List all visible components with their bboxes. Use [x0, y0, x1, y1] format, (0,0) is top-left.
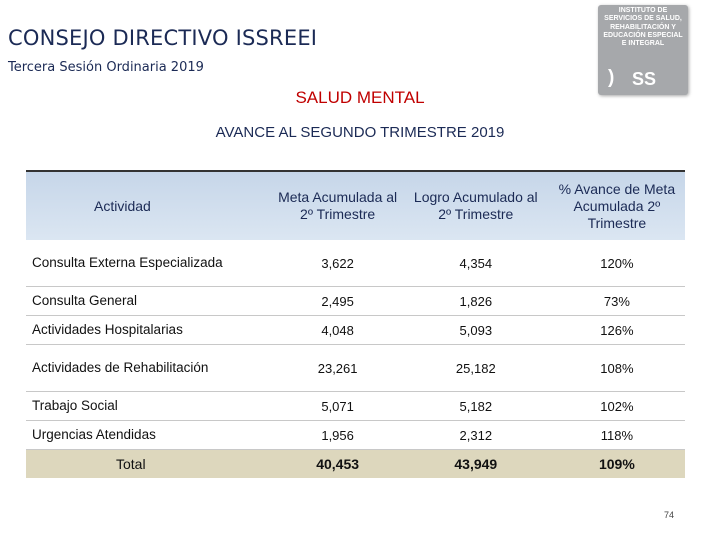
table-row: Consulta General 2,495 1,826 73% — [26, 286, 685, 316]
total-meta: 40,453 — [272, 449, 403, 478]
row-activity: Actividades de Rehabilitación — [26, 344, 273, 392]
table-row: Urgencias Atendidas 1,956 2,312 118% — [26, 420, 685, 450]
section-title: SALUD MENTAL — [0, 88, 720, 108]
header-meta: Meta Acumulada al 2º Trimestre — [272, 170, 403, 240]
total-avance: 109% — [548, 449, 685, 478]
row-avance: 120% — [548, 240, 685, 287]
row-meta: 4,048 — [272, 315, 403, 345]
row-meta: 3,622 — [272, 240, 403, 287]
page-subtitle: Tercera Sesión Ordinaria 2019 — [8, 60, 204, 75]
total-logro: 43,949 — [402, 449, 549, 478]
row-logro: 1,826 — [402, 286, 549, 316]
row-logro: 4,354 — [402, 240, 549, 287]
row-meta: 2,495 — [272, 286, 403, 316]
logo-text: INSTITUTO DE SERVICIOS DE SALUD, REHABIL… — [603, 7, 683, 48]
table-row: Actividades Hospitalarias 4,048 5,093 12… — [26, 315, 685, 345]
row-logro: 5,182 — [402, 391, 549, 421]
header-logro: Logro Acumulado al 2º Trimestre — [402, 170, 549, 240]
table-row: Actividades de Rehabilitación 23,261 25,… — [26, 344, 685, 392]
row-activity: Trabajo Social — [26, 391, 273, 421]
row-meta: 23,261 — [272, 344, 403, 392]
row-logro: 2,312 — [402, 420, 549, 450]
row-avance: 118% — [548, 420, 685, 450]
row-activity: Urgencias Atendidas — [26, 420, 273, 450]
institute-logo: INSTITUTO DE SERVICIOS DE SALUD, REHABIL… — [598, 5, 688, 95]
row-activity: Consulta Externa Especializada — [26, 240, 273, 287]
row-avance: 102% — [548, 391, 685, 421]
row-logro: 5,093 — [402, 315, 549, 345]
row-meta: 1,956 — [272, 420, 403, 450]
row-avance: 126% — [548, 315, 685, 345]
table-total-row: Total 40,453 43,949 109% — [26, 449, 685, 478]
page-title: CONSEJO DIRECTIVO ISSREEI — [8, 26, 318, 50]
row-activity: Actividades Hospitalarias — [26, 315, 273, 345]
row-activity: Consulta General — [26, 286, 273, 316]
table-row: Consulta Externa Especializada 3,622 4,3… — [26, 240, 685, 287]
section-subtitle: AVANCE AL SEGUNDO TRIMESTRE 2019 — [215, 124, 505, 141]
table-header-row: Actividad Meta Acumulada al 2º Trimestre… — [26, 170, 685, 240]
row-avance: 73% — [548, 286, 685, 316]
progress-table: Actividad Meta Acumulada al 2º Trimestre… — [26, 170, 685, 478]
logo-mark-icon: ) — [608, 67, 615, 88]
total-label: Total — [26, 449, 273, 478]
section-title-text: SALUD MENTAL — [295, 88, 425, 107]
table-row: Trabajo Social 5,071 5,182 102% — [26, 391, 685, 421]
logo-abbrev: SS — [632, 69, 657, 89]
row-avance: 108% — [548, 344, 685, 392]
header-avance: % Avance de Meta Acumulada 2º Trimestre — [548, 170, 685, 240]
header-activity: Actividad — [26, 170, 273, 240]
row-meta: 5,071 — [272, 391, 403, 421]
page-number: 74 — [664, 510, 675, 520]
row-logro: 25,182 — [402, 344, 549, 392]
